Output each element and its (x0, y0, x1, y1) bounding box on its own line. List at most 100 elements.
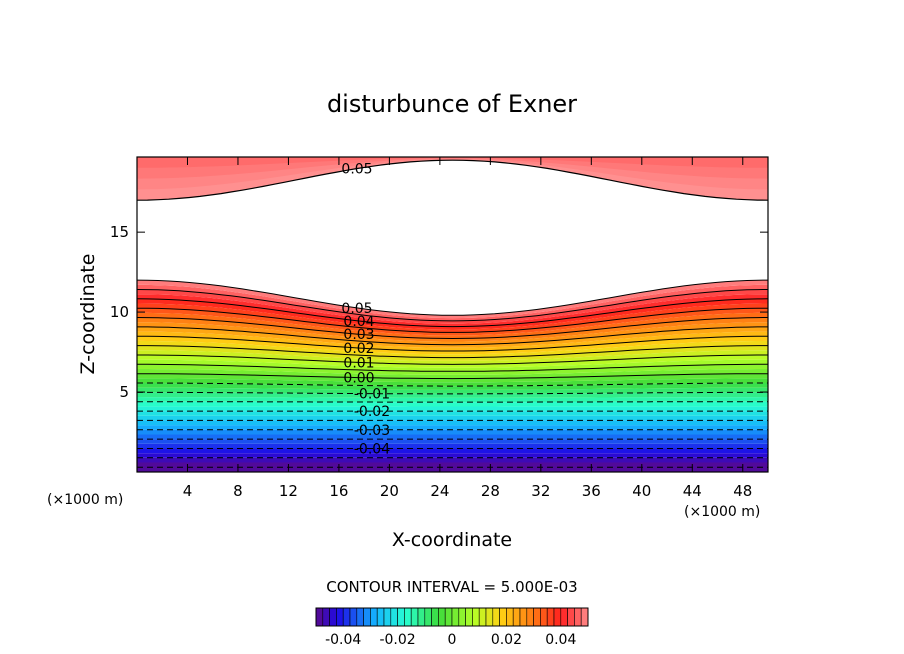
fill-band (137, 453, 768, 458)
fill-band (137, 443, 768, 449)
colorbar-swatch (553, 607, 562, 627)
fill-band (137, 420, 768, 426)
colorbar-swatch (492, 607, 500, 627)
contour-label: 0.00 (343, 371, 374, 387)
colorbar-swatch (363, 607, 371, 627)
fill-band (137, 457, 768, 463)
contour-label: 0.05 (341, 301, 372, 317)
colorbar-swatch (506, 607, 514, 627)
contour-line (137, 159, 768, 201)
contour-interval-text: CONTOUR INTERVAL = 5.000E-03 (326, 578, 577, 596)
colorbar-swatch (342, 607, 351, 627)
y-tick-label: 10 (110, 303, 129, 321)
contour-label-group: 0.050.050.040.030.020.010.00-0.01-0.02-0… (341, 162, 390, 458)
x-axis-ticks: 4 8 12 16 20 24 28 32 36 40 44 48 (183, 157, 752, 500)
fill-band (137, 350, 768, 365)
colorbar-swatch (560, 607, 568, 627)
fill-band (137, 439, 768, 444)
colorbar-swatch (397, 607, 405, 627)
contour-line (137, 307, 768, 333)
colorbar-swatch (580, 607, 589, 627)
fill-band (137, 369, 768, 379)
contour-line (137, 298, 768, 328)
contour-label: 0.01 (343, 355, 374, 371)
contour-label: -0.04 (354, 441, 390, 457)
colorbar-swatch (370, 607, 378, 627)
fill-band (137, 434, 768, 440)
x-tick-label: 4 (183, 482, 193, 500)
contour-label: 0.02 (343, 341, 374, 357)
colorbar-swatch (356, 607, 364, 627)
chart-title: disturbunce of Exner (327, 90, 577, 118)
y-axis-ticks: 5 10 15 (110, 223, 768, 401)
x-tick-label: 16 (329, 482, 348, 500)
colorbar-swatch (499, 607, 507, 627)
fill-band (137, 312, 768, 339)
x-tick-label: 12 (279, 482, 298, 500)
colorbar-swatch (540, 607, 548, 627)
x-axis-label: X-coordinate (392, 529, 512, 551)
colorbar-swatch (472, 607, 480, 627)
fill-band (137, 294, 768, 327)
colorbar-swatch (390, 607, 398, 627)
fill-band (137, 425, 768, 430)
colorbar-swatch (383, 607, 392, 627)
x-tick-label: 44 (683, 482, 702, 500)
contour-lines (137, 159, 768, 468)
fill-band (137, 429, 768, 435)
contour-line (137, 382, 768, 387)
fill-band (137, 411, 768, 416)
contour-line (137, 345, 768, 359)
x-tick-label: 28 (481, 482, 500, 500)
fill-band (137, 322, 768, 345)
contour-line (137, 279, 768, 316)
x-tick-label: 24 (430, 482, 449, 500)
contour-line (137, 289, 768, 322)
plot-frame (136, 156, 769, 473)
fill-band (137, 387, 768, 394)
colorbar-swatch (533, 607, 541, 627)
colorbar-swatch (478, 607, 487, 627)
upper-fill-band (137, 157, 768, 168)
contour-line (137, 354, 768, 365)
colorbar-swatch (315, 607, 324, 627)
colorbar-tick-label: -0.02 (379, 632, 415, 648)
colorbar-swatch (431, 607, 439, 627)
colorbar-swatch (424, 607, 432, 627)
x-tick-label: 20 (380, 482, 399, 500)
colorbar-swatch (458, 607, 466, 627)
contour-label: 0.04 (343, 314, 374, 330)
x-unit-label-right: (×1000 m) (684, 504, 760, 520)
y-tick-label: 15 (110, 223, 129, 241)
colorbar-swatch (574, 607, 582, 627)
fill-band (137, 284, 768, 321)
colorbar-swatch (451, 607, 460, 627)
colorbar-swatch (349, 607, 358, 627)
fill-band (137, 359, 768, 372)
fill-band (137, 415, 768, 421)
colorbar-swatch (526, 607, 534, 627)
x-tick-label: 32 (531, 482, 550, 500)
contour-label: 0.03 (343, 327, 374, 343)
contour-label: -0.02 (354, 404, 390, 420)
colorbar-swatch (465, 607, 473, 627)
x-tick-label: 36 (582, 482, 601, 500)
fill-band (137, 462, 768, 472)
colorbar-swatch (404, 607, 412, 627)
x-tick-label: 8 (233, 482, 243, 500)
colorbar-swatch (485, 607, 494, 627)
contour-line (137, 335, 768, 352)
x-tick-label: 40 (632, 482, 651, 500)
colorbar-swatch (567, 607, 575, 627)
colorbar-swatch (546, 607, 555, 627)
colorbar-tick-label: 0 (448, 632, 457, 648)
colorbar-swatch (322, 607, 330, 627)
colorbar-swatch (519, 607, 528, 627)
contour-fill-bands (137, 157, 768, 472)
contour-label: 0.05 (341, 162, 372, 178)
colorbar-tick-labels: -0.04 -0.02 0 0.02 0.04 (325, 632, 576, 648)
colorbar-swatch (444, 607, 453, 627)
contour-line (137, 363, 768, 372)
colorbar-frame (315, 607, 589, 627)
